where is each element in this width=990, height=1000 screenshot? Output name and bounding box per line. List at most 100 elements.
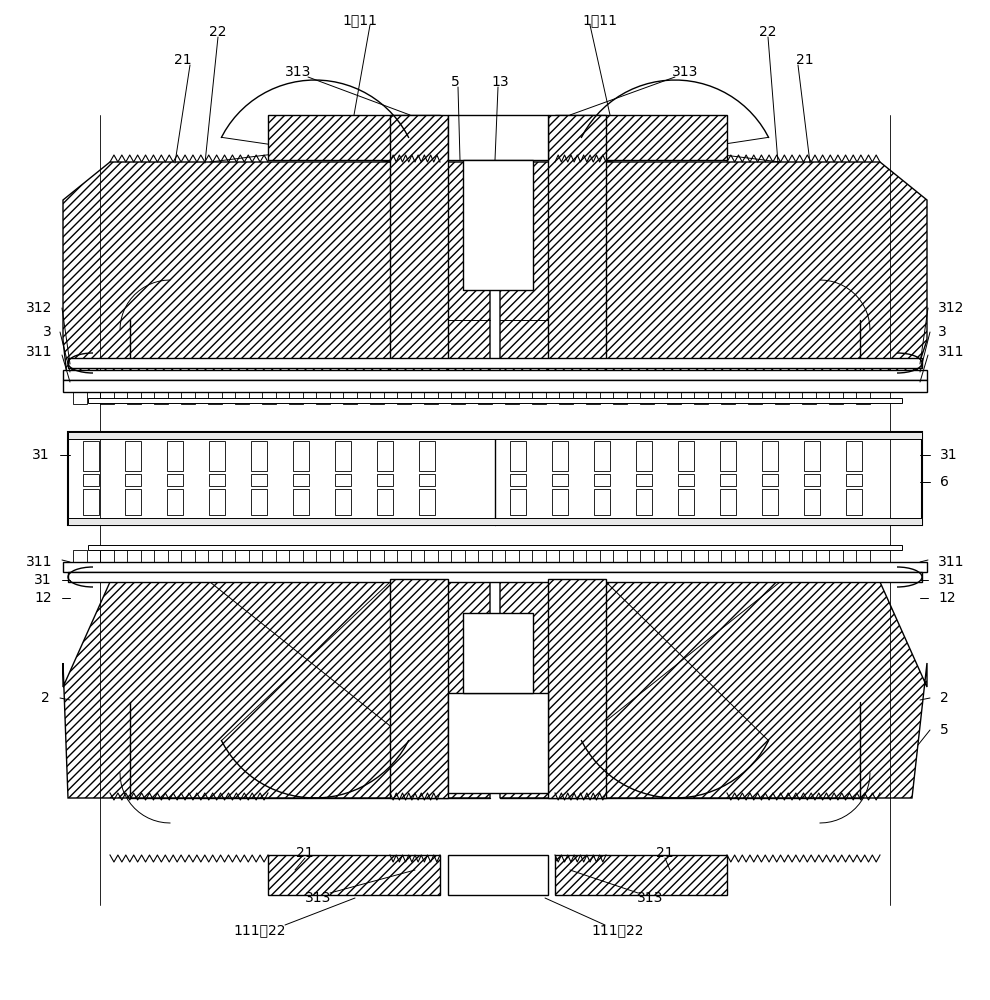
Bar bbox=[636, 441, 652, 471]
Bar bbox=[397, 550, 411, 562]
Polygon shape bbox=[390, 579, 448, 798]
Bar bbox=[804, 474, 820, 486]
Bar bbox=[448, 855, 548, 895]
Text: 312: 312 bbox=[26, 301, 52, 315]
Text: 3: 3 bbox=[44, 325, 52, 339]
Text: 21: 21 bbox=[296, 846, 314, 860]
Bar bbox=[419, 474, 435, 486]
Bar bbox=[235, 550, 249, 562]
Bar bbox=[559, 550, 573, 562]
Text: 2: 2 bbox=[940, 691, 948, 705]
Text: 1，11: 1，11 bbox=[582, 13, 618, 27]
Bar bbox=[397, 392, 411, 404]
Text: 311: 311 bbox=[26, 345, 52, 359]
Bar bbox=[377, 441, 393, 471]
Bar bbox=[167, 489, 183, 515]
Bar bbox=[68, 572, 922, 582]
Bar bbox=[100, 550, 114, 562]
Text: 12: 12 bbox=[938, 591, 955, 605]
Bar bbox=[721, 392, 735, 404]
Bar bbox=[694, 550, 708, 562]
Bar bbox=[463, 160, 533, 290]
Bar bbox=[127, 550, 141, 562]
Bar bbox=[802, 392, 816, 404]
Bar bbox=[209, 441, 225, 471]
Bar bbox=[448, 693, 548, 793]
Bar bbox=[613, 550, 627, 562]
Bar bbox=[251, 474, 267, 486]
Text: 1，11: 1，11 bbox=[343, 13, 377, 27]
Bar bbox=[100, 392, 114, 404]
Bar bbox=[181, 550, 195, 562]
Bar bbox=[552, 441, 568, 471]
Bar bbox=[167, 474, 183, 486]
Bar bbox=[83, 441, 99, 471]
Bar bbox=[762, 441, 778, 471]
Bar bbox=[167, 441, 183, 471]
Bar bbox=[419, 441, 435, 471]
Bar bbox=[209, 474, 225, 486]
Bar bbox=[370, 392, 384, 404]
Bar bbox=[127, 392, 141, 404]
Bar bbox=[208, 392, 222, 404]
Polygon shape bbox=[548, 115, 606, 390]
Bar bbox=[424, 392, 438, 404]
Polygon shape bbox=[500, 582, 927, 798]
Bar bbox=[289, 550, 303, 562]
Text: 31: 31 bbox=[938, 573, 955, 587]
Bar bbox=[251, 441, 267, 471]
Bar bbox=[720, 441, 736, 471]
Bar bbox=[293, 489, 309, 515]
Bar bbox=[125, 441, 141, 471]
Polygon shape bbox=[500, 162, 927, 385]
Bar bbox=[83, 474, 99, 486]
Bar bbox=[424, 550, 438, 562]
Polygon shape bbox=[555, 855, 727, 895]
Bar bbox=[856, 550, 870, 562]
Bar bbox=[63, 380, 927, 392]
Bar bbox=[451, 550, 465, 562]
Text: 5: 5 bbox=[940, 723, 948, 737]
Bar bbox=[208, 550, 222, 562]
Text: 22: 22 bbox=[759, 25, 777, 39]
Bar bbox=[532, 392, 546, 404]
Text: 313: 313 bbox=[305, 891, 332, 905]
Bar bbox=[678, 441, 694, 471]
Bar bbox=[235, 392, 249, 404]
Bar bbox=[846, 474, 862, 486]
Bar bbox=[720, 489, 736, 515]
Bar bbox=[68, 432, 922, 439]
Polygon shape bbox=[63, 582, 490, 798]
Text: 313: 313 bbox=[672, 65, 698, 79]
Text: 22: 22 bbox=[209, 25, 227, 39]
Text: 12: 12 bbox=[35, 591, 52, 605]
Bar bbox=[125, 474, 141, 486]
Bar bbox=[293, 441, 309, 471]
Bar bbox=[804, 489, 820, 515]
Bar bbox=[694, 392, 708, 404]
Bar bbox=[478, 550, 492, 562]
Polygon shape bbox=[268, 855, 440, 895]
Bar bbox=[377, 474, 393, 486]
Bar bbox=[316, 392, 330, 404]
Text: 31: 31 bbox=[940, 448, 957, 462]
Bar bbox=[613, 392, 627, 404]
Bar bbox=[510, 474, 526, 486]
Text: 2: 2 bbox=[42, 691, 50, 705]
Bar bbox=[748, 392, 762, 404]
Bar bbox=[762, 489, 778, 515]
Bar bbox=[88, 398, 902, 403]
Bar bbox=[262, 550, 276, 562]
Bar bbox=[856, 392, 870, 404]
Bar bbox=[829, 392, 843, 404]
Bar bbox=[846, 489, 862, 515]
Text: 312: 312 bbox=[938, 301, 964, 315]
Text: 111，22: 111，22 bbox=[592, 923, 644, 937]
Bar bbox=[721, 550, 735, 562]
Bar bbox=[505, 550, 519, 562]
Bar bbox=[594, 441, 610, 471]
Bar bbox=[73, 550, 87, 562]
Text: 311: 311 bbox=[938, 555, 964, 569]
Bar bbox=[370, 550, 384, 562]
Bar bbox=[804, 441, 820, 471]
